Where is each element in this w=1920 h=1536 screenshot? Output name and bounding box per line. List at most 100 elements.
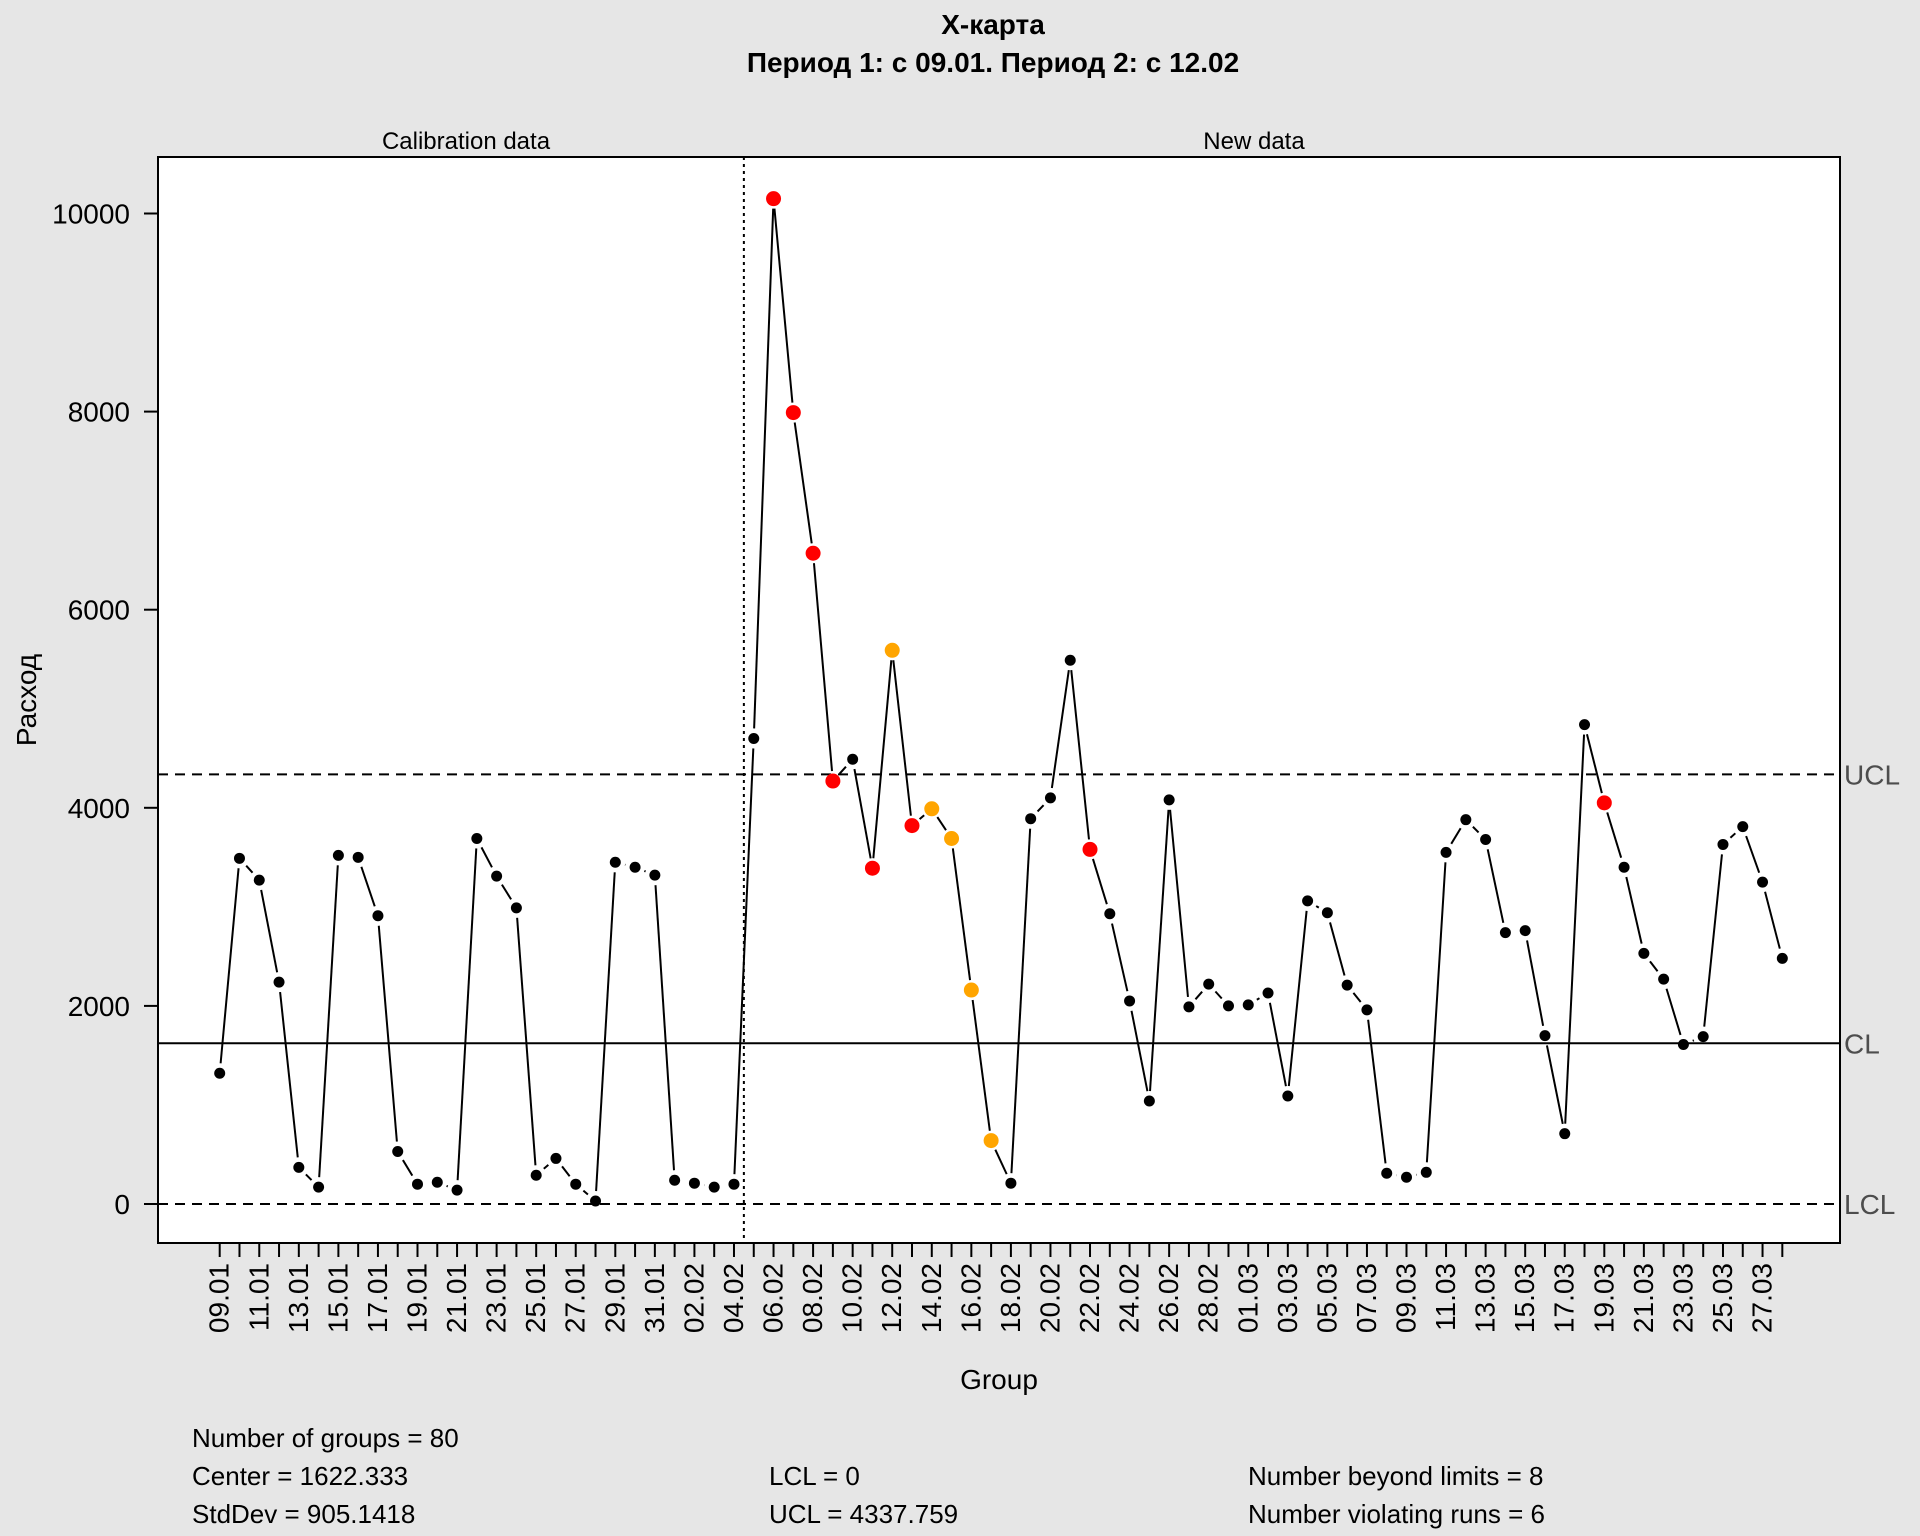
x-tick-label: 12.02 (876, 1263, 907, 1333)
series-segment (1268, 1002, 1287, 1087)
data-point (412, 1178, 423, 1190)
series-segment (918, 814, 925, 820)
stat-groups: Number of groups = 80 (192, 1423, 459, 1453)
series-segment (1526, 940, 1545, 1026)
stat-beyond-limits: Number beyond limits = 8 (1248, 1461, 1544, 1491)
data-point (1262, 987, 1274, 999)
y-axis: 0 2000 4000 6000 8000 10000 (52, 199, 158, 1220)
data-point-violating-run (924, 801, 940, 817)
data-point (1539, 1030, 1551, 1042)
data-point (728, 1178, 740, 1190)
series-segment (1450, 827, 1462, 845)
x-tick-label: 28.02 (1193, 1263, 1224, 1333)
x-tick-label: 17.01 (362, 1263, 393, 1333)
data-point (451, 1184, 463, 1196)
data-point (1163, 794, 1175, 806)
series-segment (1169, 809, 1189, 998)
series-segment (480, 846, 493, 868)
plot-area (157, 156, 1841, 1244)
x-tick-label: 15.01 (322, 1263, 353, 1333)
x-tick-label: 08.02 (797, 1263, 828, 1333)
series-segment (733, 748, 755, 1175)
data-point (609, 856, 621, 868)
data-point (1143, 1095, 1155, 1107)
y-axis-label: Расход (11, 654, 42, 746)
data-point (1519, 925, 1531, 937)
series-segment (1586, 734, 1603, 794)
x-tick-label: 06.02 (758, 1263, 789, 1333)
data-point (530, 1169, 542, 1181)
series-segment (1425, 862, 1447, 1163)
stat-center: Center = 1622.333 (192, 1461, 408, 1491)
x-tick-label: 23.01 (481, 1263, 512, 1333)
x-tick-label: 05.03 (1311, 1263, 1342, 1333)
data-point (253, 874, 265, 886)
series-segment (1545, 1045, 1564, 1125)
data-point-beyond-limits (1596, 795, 1612, 811)
data-point-violating-run (963, 982, 979, 998)
series-segment (1010, 828, 1032, 1174)
stat-violating-runs: Number violating runs = 6 (1248, 1499, 1545, 1529)
data-point (708, 1181, 720, 1193)
data-point (1044, 792, 1056, 804)
x-tick-label: 21.01 (441, 1263, 472, 1333)
y-tick-label: 2000 (68, 991, 130, 1022)
data-point (313, 1181, 325, 1193)
x-tick-label: 09.01 (204, 1263, 235, 1333)
data-point (1579, 719, 1591, 731)
data-point (1381, 1167, 1393, 1179)
data-point (1183, 1001, 1195, 1013)
data-point (688, 1177, 700, 1189)
series-segment (1287, 910, 1308, 1087)
data-point (1776, 952, 1788, 964)
data-point (669, 1174, 681, 1186)
data-point (1401, 1171, 1412, 1183)
data-point (550, 1152, 562, 1164)
x-tick-label: 20.02 (1034, 1263, 1065, 1333)
x-tick-label: 21.03 (1628, 1263, 1659, 1333)
series-segment (1649, 960, 1659, 972)
cl-label: CL (1844, 1028, 1880, 1059)
series-segment (1606, 812, 1623, 858)
data-point (293, 1161, 305, 1173)
x-tick-label: 04.02 (718, 1263, 749, 1333)
x-tick-label: 22.02 (1074, 1263, 1105, 1333)
series-segment (1764, 891, 1781, 949)
x-tick-label: 13.01 (283, 1263, 314, 1333)
series-segment (1486, 849, 1505, 924)
control-limits: UCL CL LCL (158, 157, 1900, 1243)
series-segment (853, 768, 872, 859)
data-point (510, 902, 522, 914)
series-segment (360, 866, 376, 907)
series-segment (1070, 670, 1090, 840)
x-tick-label: 11.03 (1430, 1263, 1461, 1331)
data-point-beyond-limits (864, 860, 880, 876)
series-segment (1256, 997, 1260, 1001)
data-point (1499, 927, 1511, 939)
series-segment (1130, 1010, 1149, 1092)
data-point (1697, 1031, 1709, 1043)
x-tick-label: 29.01 (599, 1263, 630, 1333)
data-point-beyond-limits (1082, 841, 1098, 857)
series-segment (1564, 734, 1586, 1124)
series-segment (1665, 988, 1682, 1036)
series-segment (1703, 854, 1723, 1027)
series-segment (595, 872, 616, 1192)
series-segment (561, 1165, 571, 1177)
stat-lcl: LCL = 0 (769, 1461, 860, 1491)
data-point (1005, 1177, 1017, 1189)
series-segment (872, 660, 893, 859)
series-segment (260, 889, 279, 973)
series-segment (402, 1159, 414, 1177)
chart-title: X-карта (941, 9, 1045, 40)
data-point (1321, 907, 1333, 919)
data-point (1203, 978, 1215, 990)
data-point (1302, 895, 1314, 907)
series-segment (456, 848, 478, 1181)
data-point (748, 732, 760, 744)
x-tick-label: 16.02 (955, 1263, 986, 1333)
data-point (629, 861, 641, 873)
stat-ucl: UCL = 4337.759 (769, 1499, 958, 1529)
